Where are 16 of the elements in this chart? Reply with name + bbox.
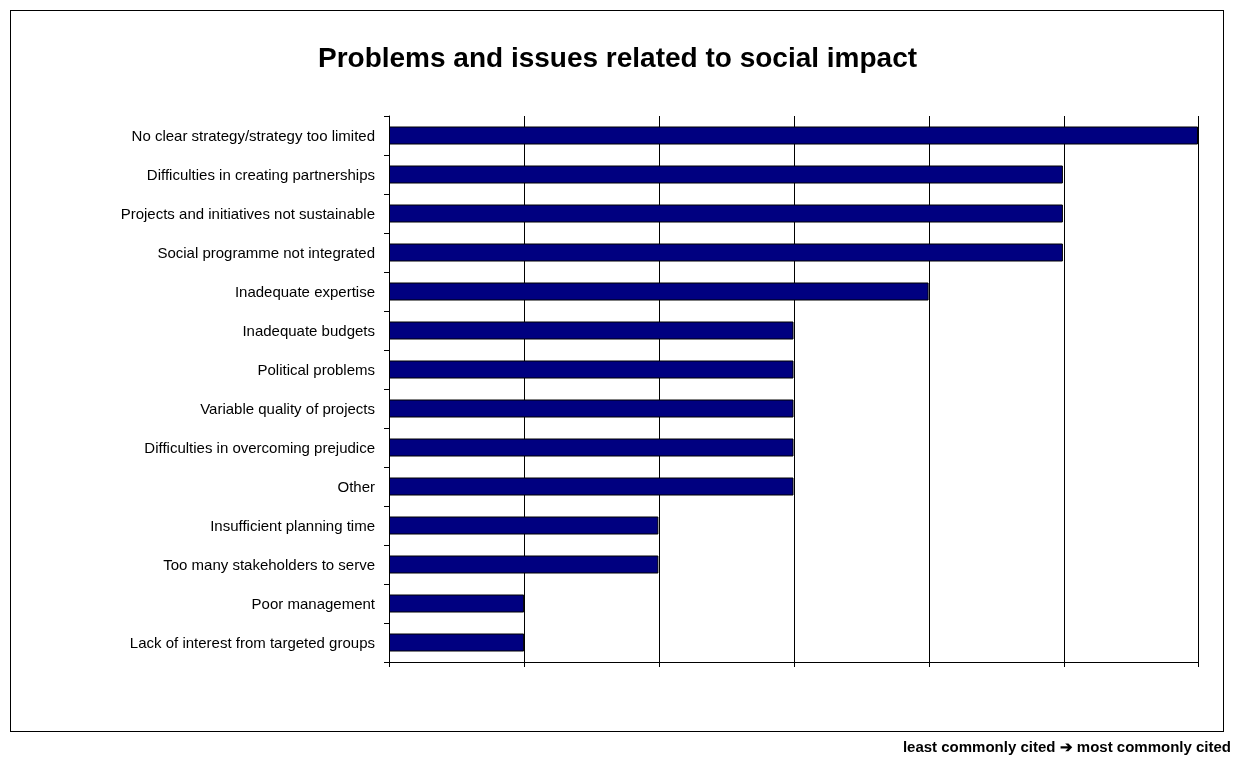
y-tick-label: Political problems	[257, 361, 375, 378]
y-tick-label: Social programme not integrated	[157, 244, 375, 261]
y-tick-label: Inadequate expertise	[234, 283, 375, 300]
y-tick-label: Inadequate budgets	[242, 322, 375, 339]
y-tick-label: Difficulties in creating partnerships	[146, 166, 375, 183]
text: least commonly cited ➔ most commonly cited	[902, 738, 1231, 756]
y-tick-label: Other	[337, 478, 375, 495]
y-tick-label: No clear strategy/strategy too limited	[131, 127, 375, 144]
y-tick-label: Too many stakeholders to serve	[163, 556, 375, 573]
y-tick-label: Projects and initiatives not sustainable	[120, 205, 375, 222]
y-tick-label: Insufficient planning time	[210, 517, 375, 534]
chart-title: Problems and issues related to social impact	[317, 41, 918, 73]
y-tick-label: Variable quality of projects	[200, 400, 375, 417]
y-tick-label: Difficulties in overcoming prejudice	[144, 439, 375, 456]
y-tick-label: Poor management	[251, 595, 376, 612]
y-tick-label: Lack of interest from targeted groups	[129, 634, 375, 651]
